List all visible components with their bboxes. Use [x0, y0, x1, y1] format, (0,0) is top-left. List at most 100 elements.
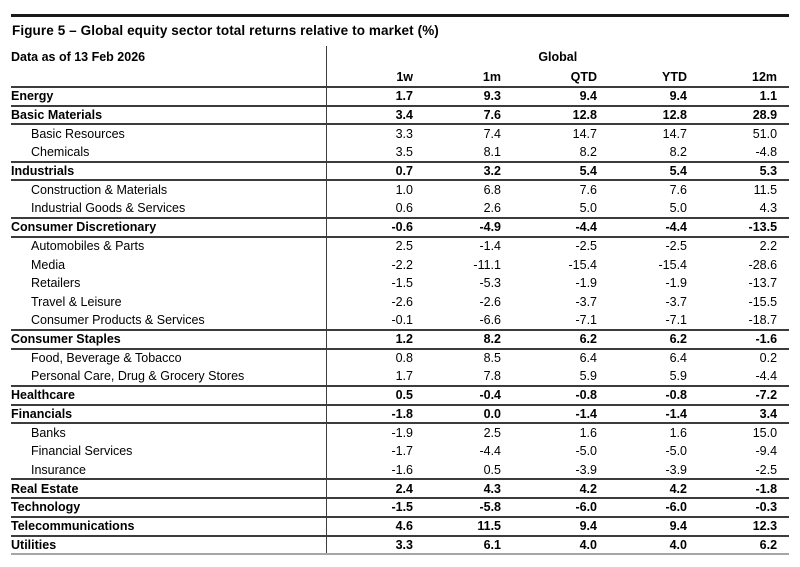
value-cell: 11.5 [477, 519, 501, 534]
column-header-1w: 1w [396, 69, 413, 84]
value-cell: -15.4 [658, 257, 688, 272]
value-cell: 0.0 [483, 407, 501, 422]
value-cell: 8.1 [483, 144, 501, 159]
row-label: Basic Materials [11, 105, 327, 125]
value-cell: -4.4 [665, 220, 687, 235]
subsector-row: Media -2.2 -11.1 -15.4 -15.4 -28.6 [11, 255, 789, 274]
value-cell: 4.0 [579, 537, 597, 552]
value-cell: -1.8 [755, 481, 778, 496]
row-label: Real Estate [11, 479, 327, 499]
subsector-row: Chemicals 3.5 8.1 8.2 8.2 -4.8 [11, 143, 789, 162]
row-label: Utilities [11, 535, 327, 555]
value-cell: -5.8 [479, 500, 501, 515]
sector-row: Energy 1.7 9.3 9.4 9.4 1.1 [11, 87, 790, 106]
subsector-row: Travel & Leisure -2.6 -2.6 -3.7 -3.7 -15.5 [11, 292, 789, 312]
value-cell: 5.3 [759, 164, 778, 179]
value-cell: -7.1 [665, 313, 687, 328]
value-cell: 3.4 [759, 407, 778, 422]
value-cell: -2.6 [391, 294, 413, 309]
value-cell: 9.3 [483, 89, 501, 104]
value-cell: -1.4 [665, 407, 687, 422]
value-cell: 12.3 [752, 519, 778, 534]
value-cell: 0.6 [395, 200, 413, 215]
value-cell: 5.0 [579, 200, 597, 215]
sector-row: Consumer Staples 1.2 8.2 6.2 6.2 -1.6 [11, 329, 790, 349]
value-cell: -4.4 [479, 444, 501, 459]
value-cell: -1.5 [391, 500, 413, 515]
column-header-12m: 12m [752, 69, 778, 84]
value-cell: -28.6 [748, 257, 778, 272]
value-cell: 3.3 [395, 537, 413, 552]
value-cell: -1.6 [391, 462, 413, 477]
value-cell: 7.6 [483, 108, 501, 123]
value-cell: -1.7 [391, 444, 413, 459]
sector-row: Healthcare 0.5 -0.4 -0.8 -0.8 -7.2 [11, 386, 790, 405]
figure-container: Figure 5 – Global equity sector total re… [11, 14, 790, 555]
value-cell: -6.0 [575, 500, 597, 515]
value-cell: -15.4 [568, 257, 598, 272]
value-cell: 8.5 [483, 351, 501, 366]
value-cell: 6.4 [579, 351, 597, 366]
value-cell: 6.2 [669, 332, 687, 347]
value-cell: 4.3 [483, 481, 501, 496]
value-cell: -5.3 [479, 276, 501, 291]
sector-row: Real Estate 2.4 4.3 4.2 4.2 -1.8 [11, 479, 790, 499]
value-cell: -11.1 [473, 257, 501, 272]
subsector-row: Automobiles & Parts 2.5 -1.4 -2.5 -2.5 2.2 [11, 236, 789, 256]
row-label: Retailers [11, 273, 327, 293]
row-label: Food, Beverage & Tobacco [11, 348, 327, 368]
value-cell: 8.2 [669, 144, 687, 159]
sector-row: Utilities 3.3 6.1 4.0 4.0 6.2 [11, 535, 790, 555]
value-cell: 6.8 [483, 183, 501, 198]
value-cell: 6.1 [483, 537, 501, 552]
value-cell: 0.5 [483, 462, 501, 477]
sector-row: Technology -1.5 -5.8 -6.0 -6.0 -0.3 [11, 498, 790, 517]
row-label: Personal Care, Drug & Grocery Stores [11, 367, 327, 386]
value-cell: 4.6 [395, 519, 413, 534]
row-label: Consumer Discretionary [11, 217, 327, 237]
value-cell: 4.0 [669, 537, 687, 552]
value-cell: 9.4 [669, 89, 687, 104]
value-cell: -3.9 [575, 462, 597, 477]
value-cell: -4.4 [575, 220, 597, 235]
row-label: Healthcare [11, 386, 327, 405]
value-cell: 7.6 [669, 183, 687, 198]
value-cell: 9.4 [579, 519, 597, 534]
column-header-qtd: QTD [570, 69, 597, 84]
row-label: Insurance [11, 460, 327, 480]
value-cell: 7.8 [483, 369, 501, 384]
sector-row: Financials -1.8 0.0 -1.4 -1.4 3.4 [11, 404, 790, 424]
value-cell: 5.4 [669, 164, 687, 179]
value-cell: -5.0 [575, 444, 597, 459]
value-cell: 28.9 [752, 108, 778, 123]
row-label: Telecommunications [11, 516, 327, 536]
value-cell: -0.3 [755, 500, 778, 515]
value-cell: -0.6 [391, 220, 413, 235]
value-cell: -2.2 [391, 257, 413, 272]
subsector-row: Basic Resources 3.3 7.4 14.7 14.7 51.0 [11, 124, 789, 144]
value-cell: -1.9 [665, 276, 687, 291]
value-cell: 0.7 [395, 164, 413, 179]
value-cell: -1.9 [575, 276, 597, 291]
subsector-row: Retailers -1.5 -5.3 -1.9 -1.9 -13.7 [11, 273, 789, 293]
value-cell: 3.3 [395, 127, 413, 142]
value-cell: -13.7 [748, 276, 778, 291]
value-cell: 6.2 [579, 332, 597, 347]
value-cell: 1.7 [395, 89, 413, 104]
row-label: Banks [11, 423, 327, 443]
value-cell: 12.8 [572, 108, 597, 123]
value-cell: -4.9 [479, 220, 501, 235]
value-cell: 4.2 [669, 481, 687, 496]
value-cell: 8.2 [483, 332, 501, 347]
row-label: Industrials [11, 161, 327, 181]
value-cell: -1.8 [391, 407, 413, 422]
value-cell: 9.4 [669, 519, 687, 534]
value-cell: 12.8 [662, 108, 687, 123]
value-cell: 15.0 [752, 426, 778, 441]
value-cell: 14.7 [572, 127, 597, 142]
row-label: Financial Services [11, 442, 327, 461]
value-cell: 2.2 [759, 239, 778, 254]
value-cell: 1.7 [395, 369, 413, 384]
row-label: Consumer Staples [11, 329, 327, 349]
value-cell: -3.7 [665, 294, 687, 309]
